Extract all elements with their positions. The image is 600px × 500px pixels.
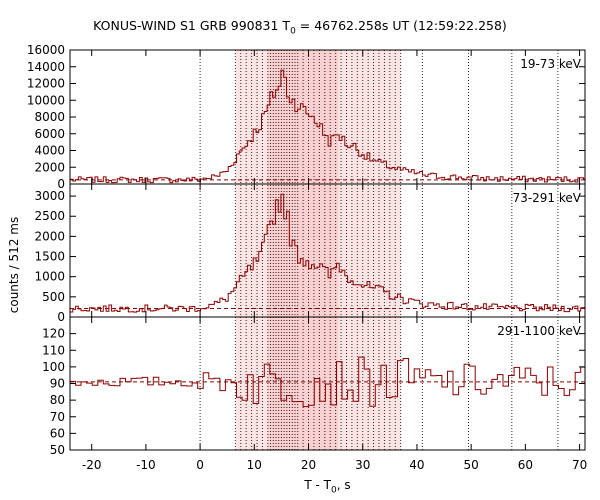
energy-band-label: 19-73 keV [520,57,582,71]
y-tick-label: 0 [57,177,65,191]
x-tick-label: -10 [136,458,156,472]
y-tick-label: 3000 [34,189,65,203]
x-tick-label: 30 [355,458,370,472]
x-tick-label: 50 [464,458,479,472]
y-tick-label: 0 [57,310,65,324]
chart-title-subscript: 0 [290,26,296,37]
x-tick-label: 20 [301,458,316,472]
x-tick-label: 40 [409,458,424,472]
y-axis-label: counts / 512 ms [7,216,21,314]
y-tick-label: 4000 [34,144,65,158]
x-axis-label-subscript: 0 [331,485,337,496]
y-tick-label: 50 [50,443,65,457]
y-tick-label: 80 [50,393,65,407]
y-tick-label: 1000 [34,270,65,284]
chart-title-rest: = 46762.258s UT (12:59:22.258) [295,18,507,33]
x-axis-label: T - T0, s [70,478,585,495]
energy-band-label: 73-291 keV [513,191,582,205]
y-tick-label: 500 [42,290,65,304]
y-tick-label: 120 [42,327,65,341]
y-tick-label: 2500 [34,209,65,223]
energy-band-label: 291-1100 keV [497,324,581,338]
marker-layer [199,50,559,450]
x-tick-label: 70 [572,458,587,472]
chart-title-main: KONUS-WIND S1 GRB 990831 T [93,18,291,33]
histogram-series [70,356,585,408]
chart-title: KONUS-WIND S1 GRB 990831 T0 = 46762.258s… [0,18,600,37]
y-tick-label: 100 [42,360,65,374]
histogram-series [70,69,585,184]
y-tick-label: 16000 [27,43,65,57]
x-tick-label: 10 [247,458,262,472]
data-layer [70,69,585,408]
y-tick-label: 6000 [34,127,65,141]
y-tick-label: 110 [42,343,65,357]
y-tick-label: 2000 [34,229,65,243]
y-tick-label: 1500 [34,250,65,264]
y-tick-label: 12000 [27,77,65,91]
x-tick-label: 0 [196,458,204,472]
y-tick-label: 14000 [27,60,65,74]
y-tick-label: 70 [50,410,65,424]
y-tick-label: 8000 [34,110,65,124]
y-tick-label: 2000 [34,160,65,174]
shading-layer [235,50,401,450]
x-tick-label: 60 [518,458,533,472]
axis-layer: 020004000600080001000012000140001600019-… [27,43,587,472]
y-tick-label: 90 [50,377,65,391]
y-tick-label: 60 [50,426,65,440]
x-axis-label-rest: , s [336,478,351,492]
histogram-series [70,193,585,313]
x-tick-label: -20 [82,458,102,472]
x-axis-label-main: T - T [304,478,331,492]
y-tick-label: 10000 [27,93,65,107]
